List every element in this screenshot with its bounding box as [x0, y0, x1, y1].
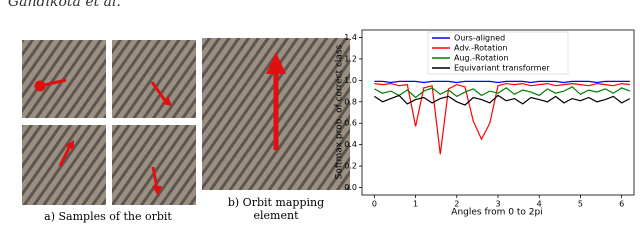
orbit-arrows — [34, 78, 172, 196]
cat-image — [112, 40, 196, 118]
cat-image — [22, 125, 106, 205]
caption: a) Samples of the orbit — [44, 210, 172, 223]
x-tick-label: 2 — [454, 200, 459, 209]
orbit-mapping-image — [202, 38, 350, 190]
orbit-samples — [22, 40, 196, 205]
x-tick-label: 0 — [372, 200, 377, 209]
y-axis-label: Softmax prob. of correct class — [335, 44, 345, 179]
y-tick-label: 1.2 — [344, 54, 357, 63]
y-tick-label: 1.4 — [344, 33, 357, 42]
cat-image — [112, 125, 196, 205]
x-tick-label: 6 — [619, 200, 624, 209]
y-tick-label: 0.2 — [344, 162, 357, 171]
x-tick-label: 4 — [537, 200, 542, 209]
series-line — [374, 94, 631, 106]
x-tick-label: 5 — [578, 200, 583, 209]
chart: Angles from 0 to 2pi Softmax prob. of co… — [335, 29, 635, 218]
y-tick-label: 0.0 — [344, 183, 357, 192]
legend: Ours-alignedAdv.-RotationAug.-RotationEq… — [427, 31, 569, 75]
y-tick-label: 0.8 — [344, 97, 357, 106]
series-line — [374, 80, 630, 84]
header: Gandikota et al. — [8, 0, 121, 10]
x-tick-label: 1 — [413, 200, 418, 209]
series-line — [374, 86, 631, 99]
caption: element — [254, 209, 300, 222]
legend-label: Aug.-Rotation — [454, 54, 509, 63]
x-tick-label: 3 — [495, 200, 500, 209]
y-tick-label: 0.6 — [344, 119, 357, 128]
series-line — [374, 82, 630, 155]
legend-label: Adv.-Rotation — [454, 44, 507, 53]
legend-box — [427, 31, 569, 75]
legend-label: Ours-aligned — [454, 34, 505, 43]
y-tick-label: 0.4 — [344, 140, 357, 149]
y-tick-label: 1.0 — [344, 76, 357, 85]
caption: b) Orbit mapping — [228, 196, 324, 209]
legend-label: Equivariant transformer — [454, 64, 550, 73]
x-axis-label: Angles from 0 to 2pi — [451, 208, 542, 218]
